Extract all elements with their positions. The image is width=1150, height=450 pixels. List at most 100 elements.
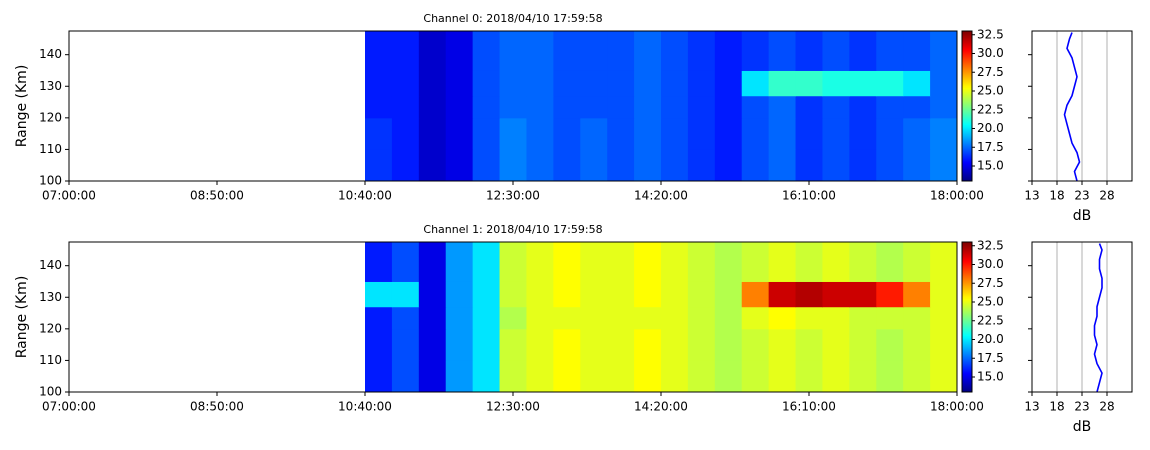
heatmap-cell (714, 306, 743, 330)
heatmap-cell (741, 70, 770, 97)
colorbar-slice (962, 390, 972, 393)
heatmap-cell (365, 95, 393, 119)
heatmap-cell (876, 281, 904, 308)
x-tick-label: 18:00:00 (930, 400, 984, 414)
heatmap-cell (607, 242, 635, 282)
heatmap-cell (634, 117, 662, 150)
heatmap-cell (553, 149, 581, 182)
heatmap-cell (607, 95, 635, 119)
heatmap-cell (687, 242, 716, 282)
colorbar-slice (962, 356, 972, 359)
heatmap-cell (445, 149, 474, 182)
colorbar-slice (962, 368, 972, 371)
colorbar-slice (962, 320, 972, 323)
heatmap-cell (714, 360, 743, 393)
colorbar-slice (962, 131, 972, 134)
colorbar-slice (962, 101, 972, 104)
profile-line (1063, 32, 1081, 182)
heatmap-cell (795, 328, 823, 361)
heatmap-cell (607, 328, 635, 361)
colorbar-slice (962, 149, 972, 152)
heatmap-cell (849, 149, 877, 182)
heatmap-cell (687, 70, 716, 97)
heatmap-cell (553, 95, 581, 119)
colorbar-tick-label: 25.0 (977, 84, 1004, 98)
heatmap-cell (472, 242, 501, 282)
colorbar-slice (962, 53, 972, 56)
colorbar-slice (962, 328, 972, 331)
profile-line (1093, 243, 1103, 393)
colorbar-tick-label: 32.5 (977, 238, 1004, 252)
heatmap-cell (822, 117, 850, 150)
heatmap-cell (849, 281, 877, 308)
colorbar-slice (962, 386, 972, 389)
heatmap-cell (903, 95, 931, 119)
heatmap-cell (714, 70, 743, 97)
heatmap-cell (526, 242, 554, 282)
heatmap-cell (741, 306, 770, 330)
y-axis-label: Range (Km) (14, 276, 30, 359)
x-tick-label: 10:40:00 (338, 189, 392, 203)
colorbar-tick-label: 22.5 (977, 102, 1004, 116)
colorbar-slice (962, 41, 972, 44)
colorbar-slice (962, 252, 972, 255)
colorbar-slice (962, 179, 972, 182)
heatmap-cell (768, 149, 797, 182)
heatmap-cell (418, 70, 447, 97)
heatmap-cell (580, 328, 608, 361)
heatmap-cell (499, 70, 527, 97)
colorbar-slice (962, 177, 972, 180)
colorbar-slice (962, 71, 972, 74)
colorbar-slice (962, 358, 972, 361)
heatmap-cell (580, 149, 608, 182)
heatmap-cell (661, 95, 689, 119)
colorbar-slice (962, 316, 972, 319)
colorbar-slice (962, 304, 972, 307)
heatmap-cell (526, 328, 554, 361)
colorbar-slice (962, 35, 972, 38)
heatmap-cell (418, 117, 447, 150)
colorbar-slice (962, 105, 972, 108)
colorbar-slice (962, 163, 972, 166)
heatmap-cell (714, 149, 743, 182)
heatmap-cell (445, 281, 474, 308)
heatmap-cell (849, 95, 877, 119)
heatmap-cell (822, 242, 850, 282)
heatmap-cell (634, 360, 662, 393)
colorbar-slice (962, 246, 972, 249)
heatmap-cell (822, 306, 850, 330)
colorbar-slice (962, 97, 972, 100)
colorbar-slice (962, 354, 972, 357)
x-tick-label: 14:20:00 (634, 400, 688, 414)
heatmap-cell (391, 242, 420, 282)
heatmap-cell (661, 31, 689, 71)
heatmap-cell (445, 117, 474, 150)
heatmap-cell (768, 306, 797, 330)
colorbar-slice (962, 370, 972, 373)
colorbar-slice (962, 280, 972, 283)
heatmap-cell (499, 242, 527, 282)
colorbar-slice (962, 91, 972, 94)
heatmap-cell (741, 360, 770, 393)
heatmap-cell (741, 95, 770, 119)
colorbar-slice (962, 173, 972, 176)
heatmap-cell (553, 31, 581, 71)
colorbar-slice (962, 139, 972, 142)
heatmap-cell (930, 117, 958, 150)
x-tick-label: 08:50:00 (190, 400, 244, 414)
heatmap-cell (768, 281, 797, 308)
heatmap-cell (526, 117, 554, 150)
colorbar-slice (962, 119, 972, 122)
heatmap-cell (822, 281, 850, 308)
colorbar-tick-label: 30.0 (977, 257, 1004, 271)
heatmap-cell (472, 306, 501, 330)
heatmap-cell (849, 117, 877, 150)
y-tick-label: 130 (39, 290, 62, 304)
heatmap-cell (741, 281, 770, 308)
colorbar-slice (962, 326, 972, 329)
heatmap-cell (795, 306, 823, 330)
colorbar-slice (962, 312, 972, 315)
heatmap-cell (445, 242, 474, 282)
colorbar-slice (962, 272, 972, 275)
colorbar-slice (962, 310, 972, 313)
